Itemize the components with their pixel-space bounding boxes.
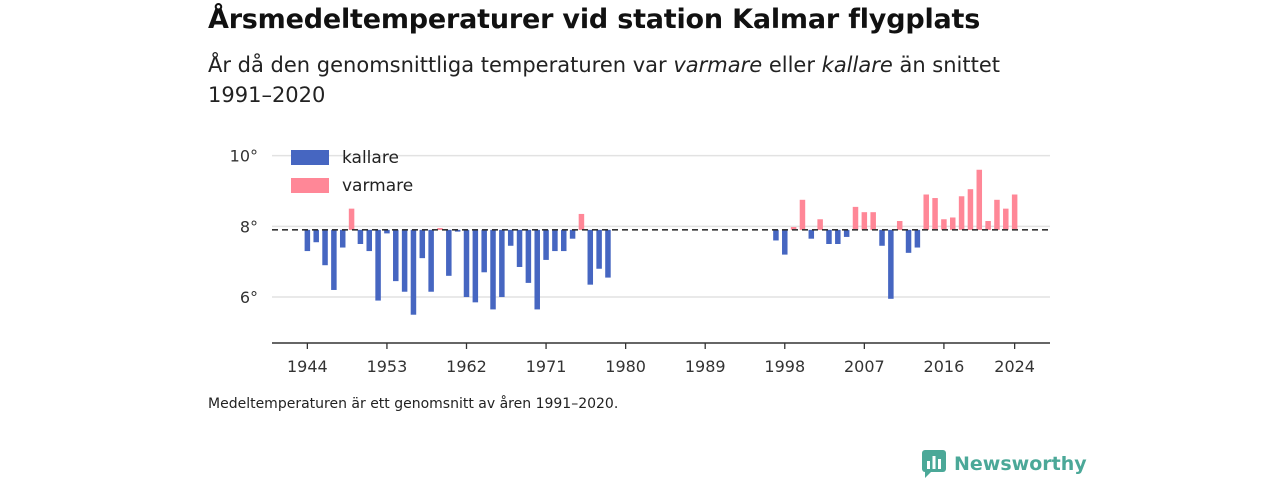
bar-kallare-1944: [304, 229, 311, 252]
bar-varmare-1975: [578, 213, 585, 230]
chart-title: Årsmedeltemperaturer vid station Kalmar …: [208, 4, 981, 35]
subtitle-text-3: än snittet 1991–2020: [208, 53, 1001, 107]
x-tick-label: 2016: [924, 357, 965, 376]
bar-kallare-1946: [322, 229, 328, 266]
bars-layer: [304, 169, 1018, 315]
bar-varmare-1949: [348, 208, 355, 230]
bar-kallare-1948: [339, 229, 346, 248]
x-tick-label: 1971: [526, 357, 567, 376]
bar-kallare-2010: [888, 229, 894, 299]
brand-name: Newsworthy: [954, 453, 1087, 475]
bar-varmare-1999: [790, 227, 797, 230]
bar-kallare-1966: [499, 229, 505, 298]
bar-varmare-2021: [985, 221, 991, 230]
bar-kallare-1955: [401, 229, 408, 292]
bar-kallare-2013: [914, 229, 921, 248]
bar-kallare-1963: [472, 229, 479, 303]
x-tick-label: 2007: [844, 357, 885, 376]
bar-kallare-1977: [596, 229, 602, 269]
temperature-bar-chart: 6° 8° 10° 1944 1953 1962 1971 1980 1989 1998 2007 2…: [230, 147, 1050, 376]
bar-kallare-1947: [331, 229, 337, 290]
bar-varmare-2016: [941, 219, 947, 230]
bar-varmare-2022: [994, 199, 1000, 230]
bar-kallare-1974: [569, 229, 576, 239]
x-tick-label: 1962: [446, 357, 487, 376]
bar-varmare-1959: [437, 228, 443, 230]
legend-label-kallare: kallare: [342, 148, 399, 168]
x-tick-label: 1944: [287, 357, 328, 376]
newsworthy-logo-icon: [922, 450, 946, 478]
bar-kallare-2009: [879, 229, 885, 246]
footnote: Medeltemperaturen är ett genomsnitt av å…: [208, 396, 619, 412]
x-tick-label: 2024: [994, 357, 1035, 376]
bar-kallare-1957: [419, 229, 426, 259]
subtitle-text-2: eller: [762, 53, 822, 77]
x-tick-label: 1998: [764, 357, 805, 376]
x-tick-label: 1980: [605, 357, 646, 376]
bar-kallare-1976: [587, 229, 594, 285]
x-tick-label: 1953: [367, 357, 408, 376]
subtitle-em-colder: kallare: [821, 53, 893, 77]
bar-varmare-2017: [950, 217, 956, 230]
bar-kallare-1971: [543, 229, 549, 260]
bar-kallare-1965: [490, 229, 496, 310]
bar-varmare-2011: [896, 221, 903, 230]
bar-kallare-1962: [463, 229, 470, 298]
subtitle-text-1: År då den genomsnittliga temperaturen va…: [208, 53, 674, 77]
bar-varmare-2008: [870, 212, 876, 230]
bar-kallare-1970: [534, 229, 540, 310]
bar-kallare-2004: [835, 229, 841, 244]
bar-kallare-1950: [357, 229, 364, 244]
legend: kallare varmare: [291, 148, 413, 196]
bar-kallare-1964: [481, 229, 487, 273]
bar-kallare-1997: [773, 229, 779, 241]
bar-kallare-1951: [366, 229, 372, 252]
bar-kallare-2003: [826, 229, 832, 244]
bar-varmare-2002: [817, 219, 823, 230]
brand-logo: Newsworthy: [922, 450, 1087, 478]
bar-kallare-1978: [605, 229, 611, 278]
y-tick-label: 10°: [230, 147, 258, 166]
legend-swatch-kallare: [291, 150, 329, 165]
bar-kallare-1961: [454, 229, 461, 232]
bar-kallare-1958: [428, 229, 434, 292]
bar-varmare-2020: [976, 169, 983, 230]
bar-varmare-2014: [923, 194, 929, 230]
bar-kallare-1953: [384, 229, 390, 234]
axis-layer: 6° 8° 10° 1944 1953 1962 1971 1980 1989 1998 2007 2…: [230, 147, 1050, 376]
y-tick-label: 8°: [240, 217, 258, 236]
legend-label-varmare: varmare: [342, 176, 413, 196]
x-tick-label: 1989: [685, 357, 726, 376]
bar-kallare-1969: [525, 229, 532, 283]
bar-kallare-1952: [375, 229, 381, 301]
bar-kallare-1972: [552, 229, 558, 252]
bar-kallare-1956: [410, 229, 417, 315]
bar-varmare-2019: [967, 189, 974, 230]
bar-varmare-2000: [799, 199, 806, 230]
bar-varmare-2018: [958, 196, 965, 230]
legend-swatch-varmare: [291, 178, 329, 193]
bar-kallare-2005: [843, 229, 850, 237]
chart-subtitle: År då den genomsnittliga temperaturen va…: [208, 50, 1028, 110]
bar-kallare-1960: [446, 229, 452, 276]
bar-kallare-1968: [516, 229, 523, 267]
bar-kallare-1973: [561, 229, 567, 252]
bar-varmare-2024: [1011, 194, 1018, 230]
subtitle-em-warmer: varmare: [673, 53, 763, 77]
bar-kallare-1945: [313, 229, 319, 243]
bar-kallare-2012: [905, 229, 912, 253]
bar-varmare-2007: [861, 212, 868, 230]
grid-layer: [272, 154, 1050, 298]
bar-varmare-2023: [1003, 208, 1009, 230]
bar-varmare-2006: [852, 206, 859, 230]
bar-varmare-2015: [932, 198, 938, 230]
bar-kallare-1967: [507, 229, 514, 246]
bar-kallare-1954: [393, 229, 399, 282]
bar-kallare-1998: [782, 229, 788, 255]
y-tick-label: 6°: [240, 288, 258, 307]
bar-kallare-2001: [808, 229, 815, 239]
